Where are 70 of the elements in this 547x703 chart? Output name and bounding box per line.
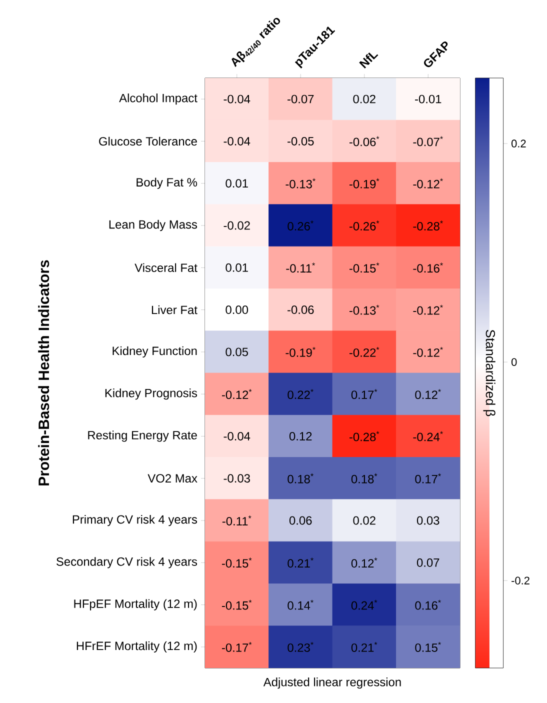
data-label: -0.28$^{*}$ — [349, 431, 380, 442]
color-bar-label: 0.2 — [511, 140, 526, 148]
y-tick-label: HFrEF Mortality (12 m) — [76, 641, 197, 653]
y-axis-title: Protein-Based Health Indicators — [38, 260, 50, 486]
y-tick-label: Secondary CV risk 4 years — [56, 557, 198, 568]
data-label: -0.19$^{*}$ — [349, 178, 380, 188]
data-label: -0.13$^{*}$ — [286, 178, 316, 188]
y-tick-label: Alcohol Impact — [119, 94, 198, 105]
y-tick-label: Resting Energy Rate — [88, 430, 197, 442]
data-label: -0.17$^{*}$ — [222, 642, 252, 652]
data-label: 0.05 — [226, 348, 248, 356]
data-label: 0.12 — [289, 432, 312, 440]
data-label: 0.17$^{*}$ — [351, 389, 378, 400]
color-bar-label: 0 — [511, 358, 517, 366]
y-tick-label: Primary CV risk 4 years — [72, 514, 198, 526]
data-label: -0.06$^{*}$ — [349, 136, 380, 146]
data-label: -0.04 — [224, 432, 250, 440]
data-label: -0.12$^{*}$ — [413, 178, 443, 188]
y-tick-label: VO2 Max — [148, 474, 198, 483]
data-label: 0.26$^{*}$ — [288, 220, 314, 230]
data-label: -0.06 — [288, 306, 314, 314]
data-label: 0.01 — [226, 179, 248, 188]
x-tick-label: NfL — [359, 52, 378, 68]
y-tick-label: Kidney Prognosis — [105, 388, 198, 400]
data-label: -0.03 — [224, 474, 250, 483]
data-label: 0.14$^{*}$ — [288, 600, 314, 610]
data-label: 0.07 — [416, 558, 440, 567]
data-label: -0.12$^{*}$ — [413, 304, 443, 315]
data-label: 0.21$^{*}$ — [351, 642, 378, 652]
data-label: -0.22$^{*}$ — [349, 346, 380, 357]
y-tick-label: Lean Body Mass — [109, 220, 198, 232]
data-label: 0.16$^{*}$ — [415, 600, 441, 610]
y-tick-label: Visceral Fat — [134, 263, 198, 272]
data-label: -0.26$^{*}$ — [349, 220, 380, 230]
data-label: 0.03 — [416, 516, 440, 525]
data-label: 0.00 — [226, 306, 248, 314]
data-label: 0.24$^{*}$ — [351, 600, 378, 610]
data-label: 0.06 — [289, 516, 312, 525]
data-label: -0.16$^{*}$ — [413, 262, 443, 273]
data-label: -0.07$^{*}$ — [413, 136, 443, 146]
data-label: -0.12$^{*}$ — [413, 346, 443, 357]
data-label: -0.04 — [224, 136, 250, 146]
y-tick-label: HFpEF Mortality (12 m) — [74, 599, 197, 610]
data-label: 0.23$^{*}$ — [288, 642, 314, 652]
data-label: -0.13$^{*}$ — [349, 304, 380, 315]
data-label: -0.28$^{*}$ — [413, 220, 443, 230]
data-label: 0.17$^{*}$ — [415, 473, 441, 484]
data-label: -0.04 — [224, 94, 250, 104]
y-tick-label: Body Fat % — [136, 178, 198, 189]
data-label: 0.15$^{*}$ — [415, 642, 441, 652]
data-label: 0.21$^{*}$ — [288, 558, 314, 568]
data-label: -0.24$^{*}$ — [413, 431, 443, 442]
data-label: 0.01 — [226, 263, 248, 272]
data-label: 0.18$^{*}$ — [351, 473, 378, 484]
data-label: 0.02 — [353, 516, 376, 525]
data-label: -0.11$^{*}$ — [286, 262, 315, 273]
data-label: -0.07 — [288, 94, 314, 104]
data-label: 0.12$^{*}$ — [351, 558, 378, 568]
data-label: -0.05 — [288, 136, 314, 146]
data-label: 0.22$^{*}$ — [288, 389, 314, 400]
y-tick-label: Kidney Function — [112, 346, 197, 358]
data-label: -0.15$^{*}$ — [349, 262, 380, 273]
x-axis-title: Adjusted linear regression — [263, 678, 401, 689]
color-bar-title: Standardized β — [483, 330, 496, 416]
y-tick-label: Liver Fat — [152, 305, 198, 314]
data-label: -0.19$^{*}$ — [286, 346, 316, 357]
data-label: 0.18$^{*}$ — [288, 473, 314, 484]
color-bar-label: -0.2 — [512, 576, 530, 584]
data-label: -0.15$^{*}$ — [222, 600, 252, 610]
y-tick-label: Glucose Tolerance — [99, 136, 197, 146]
